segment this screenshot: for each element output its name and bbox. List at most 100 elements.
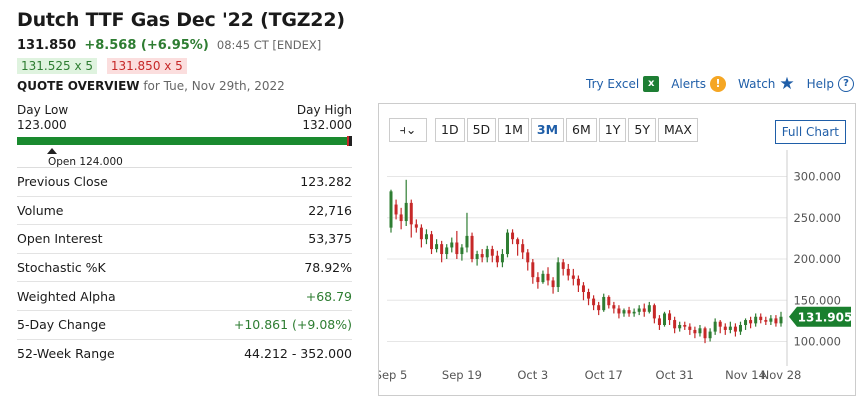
candle-body xyxy=(703,328,707,339)
stat-row: 52-Week Range 44.212 - 352.000 xyxy=(17,340,352,369)
stat-label: 52-Week Range xyxy=(17,346,115,362)
candle-body xyxy=(526,252,530,263)
candle-body xyxy=(652,305,656,319)
candle-body xyxy=(541,273,545,283)
x-tick-label: Nov 14 xyxy=(725,368,766,382)
candle-body xyxy=(779,316,783,324)
stat-label: Stochastic %K xyxy=(17,260,106,276)
last-price-tag-label: 131.905 xyxy=(798,310,853,324)
candle-body xyxy=(769,318,773,322)
stat-row: Weighted Alpha +68.79 xyxy=(17,282,352,311)
price-chart[interactable]: 100.000 150.000 200.000 250.000 300.000 Sep 5… xyxy=(379,104,857,397)
stat-value: 44.212 - 352.000 xyxy=(244,346,352,362)
candle-body xyxy=(450,242,454,248)
x-tick-label: Sep 19 xyxy=(442,368,482,382)
period-buttons: 1D 5D 1M 3M 6M 1Y 5Y MAX xyxy=(435,118,698,142)
candle-body xyxy=(602,296,606,311)
candle-body xyxy=(409,202,413,225)
candle-body xyxy=(733,326,737,332)
period-button-5y[interactable]: 5Y xyxy=(628,118,656,142)
ask-badge: 131.850 x 5 xyxy=(106,58,187,74)
candle-body xyxy=(642,308,646,312)
candle-body xyxy=(419,227,423,240)
period-button-5d[interactable]: 5D xyxy=(466,118,497,142)
top-links: Try Excel x Alerts ! Watch ★ Help ? xyxy=(586,74,854,94)
contract-title: Dutch TTF Gas Dec '22 (TGZ22) xyxy=(17,9,345,31)
candle-body xyxy=(754,316,758,324)
try-excel-label: Try Excel xyxy=(586,77,640,91)
candle-body xyxy=(389,191,393,228)
star-icon: ★ xyxy=(779,74,795,94)
x-tick-label: Oct 31 xyxy=(656,368,694,382)
candle-body xyxy=(657,318,661,325)
candle-body xyxy=(632,311,636,314)
candle-body xyxy=(592,298,596,306)
period-button-6m[interactable]: 6M xyxy=(566,118,597,142)
period-button-max[interactable]: MAX xyxy=(657,118,698,142)
candle-body xyxy=(627,310,631,314)
candle-body xyxy=(713,321,717,332)
watch-link[interactable]: Watch ★ xyxy=(738,74,795,94)
stat-value: +10.861 (+9.08%) xyxy=(233,317,352,333)
candlestick-icon: ⫞⌄ xyxy=(399,122,417,137)
day-range-labels: Day Low 123.000 Day High 132.000 xyxy=(17,103,352,133)
candle-body xyxy=(551,280,555,288)
candle-body xyxy=(500,254,504,263)
candle-body xyxy=(435,244,439,250)
period-button-1d[interactable]: 1D xyxy=(435,118,465,142)
day-low-label: Day Low xyxy=(17,103,69,117)
candle-body xyxy=(430,234,434,250)
stat-label: 5-Day Change xyxy=(17,317,106,333)
overview-date: for Tue, Nov 29th, 2022 xyxy=(143,79,285,93)
candle-body xyxy=(759,316,763,321)
candle-body xyxy=(622,310,626,314)
candle-body xyxy=(475,254,479,259)
x-tick-label: Oct 3 xyxy=(517,368,548,382)
quote-line: 131.850 +8.568 (+6.95%) 08:45 CT [ENDEX] xyxy=(17,38,321,53)
overview-label: QUOTE OVERVIEW xyxy=(17,79,140,93)
day-high-value: 132.000 xyxy=(302,118,352,132)
help-icon: ? xyxy=(838,76,854,92)
candle-body xyxy=(404,202,408,222)
y-tick-label: 200.000 xyxy=(793,252,841,266)
candle-body xyxy=(647,305,651,312)
candle-body xyxy=(718,321,722,327)
quote-overview-heading: QUOTE OVERVIEW for Tue, Nov 29th, 2022 xyxy=(17,79,285,93)
open-marker: Open 124.000 xyxy=(17,145,352,168)
candle-body xyxy=(723,326,727,330)
chart-type-dropdown[interactable]: ⫞⌄ xyxy=(389,118,427,142)
help-link[interactable]: Help ? xyxy=(807,76,854,92)
alerts-label: Alerts xyxy=(671,77,707,91)
stat-value: 53,375 xyxy=(308,231,352,247)
stat-row: Volume 22,716 xyxy=(17,197,352,226)
candle-body xyxy=(480,254,484,258)
candle-body xyxy=(455,242,459,255)
watch-label: Watch xyxy=(738,77,776,91)
candle-body xyxy=(576,278,580,286)
candle-body xyxy=(445,247,449,255)
period-button-1m[interactable]: 1M xyxy=(498,118,529,142)
candle-body xyxy=(485,249,489,258)
alerts-link[interactable]: Alerts ! xyxy=(671,76,727,92)
chart-panel: 100.000 150.000 200.000 250.000 300.000 Sep 5… xyxy=(378,103,856,396)
candle-body xyxy=(728,326,732,330)
period-button-3m[interactable]: 3M xyxy=(530,118,565,142)
last-price: 131.850 xyxy=(17,38,77,53)
stat-value: 78.92% xyxy=(304,260,352,276)
candle-body xyxy=(607,296,611,306)
day-low-value: 123.000 xyxy=(17,118,67,132)
candle-body xyxy=(581,285,585,292)
help-label: Help xyxy=(806,77,834,91)
stat-value: 22,716 xyxy=(308,202,352,218)
y-tick-label: 300.000 xyxy=(793,170,841,184)
stat-label: Previous Close xyxy=(17,174,108,190)
x-tick-label: Sep 5 xyxy=(379,368,407,382)
candle-body xyxy=(399,214,403,222)
try-excel-link[interactable]: Try Excel x xyxy=(586,76,660,92)
candle-body xyxy=(708,331,712,339)
candle-body xyxy=(536,277,540,283)
period-button-1y[interactable]: 1Y xyxy=(598,118,627,142)
stats-table: Previous Close 123.282 Volume 22,716 Open In… xyxy=(17,167,352,368)
full-chart-button[interactable]: Full Chart xyxy=(774,120,846,144)
last-price-marker xyxy=(347,136,352,146)
